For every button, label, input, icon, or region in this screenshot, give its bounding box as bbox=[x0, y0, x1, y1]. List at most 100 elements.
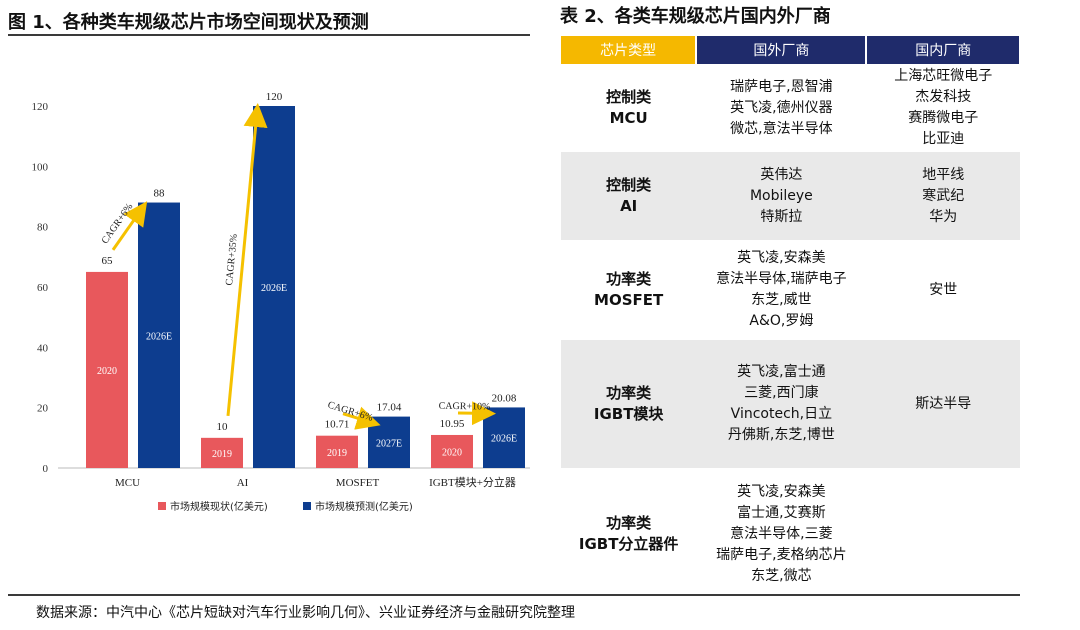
year-label-forecast: 2026E bbox=[146, 331, 172, 342]
value-label-forecast: 88 bbox=[154, 188, 166, 200]
value-label-forecast: 120 bbox=[266, 91, 283, 103]
cagr-label: CAGR+10% bbox=[439, 401, 491, 413]
year-label-forecast: 2027E bbox=[376, 438, 402, 449]
bar-current-3 bbox=[431, 434, 473, 468]
market-size-bar-chart: 020406080100120658820202026EMCUCAGR+6%10… bbox=[32, 91, 530, 513]
chip-type-cell-line: MOSFET bbox=[594, 291, 664, 309]
chip-type-cell-line: IGBT模块 bbox=[593, 405, 664, 423]
bar-current-0 bbox=[86, 271, 128, 468]
foreign-vendors-cell-line: 瑞萨电子,麦格纳芯片 bbox=[716, 546, 847, 563]
domestic-vendors-cell: 斯达半导 bbox=[866, 340, 1020, 468]
table-row: 功率类 MOSFET 英飞凌,安森美意法半导体,瑞萨电子 东芝,威世 A&O,罗姆 安世 bbox=[561, 240, 1020, 340]
chip-type-cell-line: 控制类 bbox=[606, 88, 652, 106]
year-label-current: 2020 bbox=[97, 366, 117, 377]
table-row: 功率类 IGBT分立器件 英飞凌,安森美 富士通,艾赛斯 意法半导体,三菱 瑞萨电子,麦格… bbox=[561, 468, 1020, 600]
domestic-vendors-cell: 地平线 寒武纪 华为 bbox=[866, 152, 1020, 240]
chip-type-cell-line: 控制类 bbox=[606, 176, 652, 194]
table-row: 控制类 MCU 瑞萨电子,恩智浦 英飞凌,德州仪器 微芯,意法半导体 上海芯旺微电子 杰发科… bbox=[561, 64, 1020, 152]
bar-forecast-1 bbox=[253, 106, 295, 468]
y-tick-label: 80 bbox=[37, 222, 49, 234]
chip-type-cell: 控制类 AI bbox=[561, 152, 697, 240]
chip-type-cell-line: AI bbox=[620, 197, 638, 215]
domestic-vendors-cell-line: 寒武纪 bbox=[922, 187, 965, 204]
y-tick-label: 40 bbox=[37, 342, 49, 354]
domestic-vendors-cell-line: 地平线 bbox=[922, 166, 965, 183]
domestic-vendors-cell-line: 比亚迪 bbox=[922, 131, 965, 147]
legend-swatch-1 bbox=[303, 502, 311, 510]
value-label-current: 10.71 bbox=[325, 419, 350, 431]
foreign-vendors-cell-line: 英飞凌,安森美 bbox=[737, 250, 826, 266]
domestic-vendors-cell bbox=[866, 468, 1020, 600]
figure-title: 图 1、各种类车规级芯片市场空间现状及预测 bbox=[8, 12, 369, 33]
domestic-vendors-cell-line: 杰发科技 bbox=[915, 89, 972, 105]
foreign-vendors-cell: 英飞凌,安森美 富士通,艾赛斯 意法半导体,三菱 瑞萨电子,麦格纳芯片 东芝,微芯 bbox=[696, 468, 867, 600]
domestic-vendors-cell-line: 华为 bbox=[929, 208, 958, 225]
domestic-vendors-cell-line: 斯达半导 bbox=[915, 395, 972, 412]
category-label: AI bbox=[237, 477, 249, 489]
bottom-rule bbox=[8, 594, 1020, 596]
header-domestic-vendors: 国内厂商 bbox=[866, 36, 1021, 64]
header-foreign-vendors: 国外厂商 bbox=[696, 36, 868, 64]
year-label-forecast: 2026E bbox=[261, 283, 287, 294]
foreign-vendors-cell-line: 英飞凌,安森美 bbox=[737, 483, 826, 500]
chip-type-cell: 功率类 IGBT模块 bbox=[561, 340, 697, 468]
table-row: 功率类 IGBT模块 英飞凌,富士通 三菱,西门康 Vincotech,日立 丹佛斯,东芝… bbox=[561, 340, 1020, 468]
chip-vendor-table: 芯片类型 国外厂商 国内厂商 控制类 MCU 瑞萨电子,恩智浦 英飞凌,德州仪器 微芯,… bbox=[561, 36, 1021, 600]
foreign-vendors-cell-line: 微芯,意法半导体 bbox=[730, 120, 833, 137]
foreign-vendors-cell-line: 英飞凌,德州仪器 bbox=[730, 99, 833, 116]
foreign-vendors-cell-line: 英伟达 bbox=[760, 166, 803, 183]
legend-swatch-0 bbox=[158, 502, 166, 510]
foreign-vendors-cell-line: A&O,罗姆 bbox=[749, 313, 814, 329]
domestic-vendors-cell-line: 上海芯旺微电子 bbox=[894, 68, 993, 84]
value-label-current: 10.95 bbox=[440, 418, 465, 430]
chip-type-cell: 功率类 IGBT分立器件 bbox=[561, 468, 697, 600]
domestic-vendors-cell: 安世 bbox=[866, 240, 1020, 340]
foreign-vendors-cell-line: 英飞凌,富士通 bbox=[737, 364, 826, 380]
source-note: 数据来源：中汽中心《芯片短缺对汽车行业影响几何》、兴业证券经济与金融研究院整理 bbox=[36, 605, 575, 621]
foreign-vendors-cell-line: Vincotech,日立 bbox=[730, 406, 833, 422]
chip-type-cell-line: 功率类 bbox=[606, 270, 652, 288]
legend-label: 市场规模现状(亿美元) bbox=[170, 500, 268, 513]
chip-type-cell-line: 功率类 bbox=[606, 514, 652, 532]
foreign-vendors-cell-line: 三菱,西门康 bbox=[744, 385, 819, 401]
y-tick-label: 0 bbox=[43, 463, 49, 475]
foreign-vendors-cell-line: 丹佛斯,东芝,博世 bbox=[727, 427, 835, 443]
figure-title-rule bbox=[8, 34, 530, 36]
category-label: IGBT模块+分立器 bbox=[429, 475, 516, 489]
year-label-current: 2019 bbox=[327, 448, 347, 459]
foreign-vendors-cell-line: 东芝,威世 bbox=[751, 292, 812, 308]
chip-type-cell: 功率类 MOSFET bbox=[561, 240, 697, 340]
foreign-vendors-cell: 英伟达 Mobileye 特斯拉 bbox=[696, 152, 867, 240]
bar-current-1 bbox=[201, 437, 243, 468]
bar-forecast-0 bbox=[138, 202, 180, 468]
value-label-current: 10 bbox=[217, 421, 229, 433]
header-chip-type: 芯片类型 bbox=[561, 36, 698, 64]
foreign-vendors-cell-line: 瑞萨电子,恩智浦 bbox=[730, 78, 833, 95]
foreign-vendors-cell: 瑞萨电子,恩智浦 英飞凌,德州仪器 微芯,意法半导体 bbox=[696, 64, 867, 152]
chip-type-cell-line: MCU bbox=[609, 109, 648, 127]
year-label-forecast: 2026E bbox=[491, 434, 517, 445]
value-label-forecast: 20.08 bbox=[492, 392, 517, 404]
bar-current-2 bbox=[316, 435, 358, 468]
foreign-vendors-cell-line: Mobileye bbox=[749, 187, 813, 204]
year-label-current: 2019 bbox=[212, 449, 232, 460]
foreign-vendors-cell-line: 富士通,艾赛斯 bbox=[737, 504, 826, 521]
chip-type-cell: 控制类 MCU bbox=[561, 64, 697, 152]
growth-arrow bbox=[226, 103, 268, 416]
foreign-vendors-cell-line: 意法半导体,瑞萨电子 bbox=[716, 271, 847, 287]
value-label-forecast: 17.04 bbox=[377, 402, 402, 414]
cagr-label: CAGR+35% bbox=[224, 233, 240, 286]
chip-type-cell-line: 功率类 bbox=[606, 384, 652, 402]
value-label-current: 65 bbox=[102, 255, 114, 267]
table-row: 控制类 AI 英伟达 Mobileye 特斯拉 地平线寒武纪华为 bbox=[561, 152, 1020, 240]
domestic-vendors-cell-line: 赛腾微电子 bbox=[908, 110, 979, 126]
category-label: MOSFET bbox=[336, 477, 380, 489]
domestic-vendors-cell: 上海芯旺微电子 杰发科技赛腾微电子比亚迪 bbox=[866, 64, 1020, 152]
foreign-vendors-cell-line: 特斯拉 bbox=[760, 208, 803, 225]
y-tick-label: 20 bbox=[37, 403, 49, 415]
y-tick-label: 100 bbox=[32, 161, 49, 173]
domestic-vendors-cell-line: 安世 bbox=[929, 281, 958, 298]
table-header-row: 芯片类型 国外厂商 国内厂商 bbox=[561, 36, 1021, 64]
y-tick-label: 120 bbox=[32, 101, 49, 113]
y-tick-label: 60 bbox=[37, 282, 49, 294]
